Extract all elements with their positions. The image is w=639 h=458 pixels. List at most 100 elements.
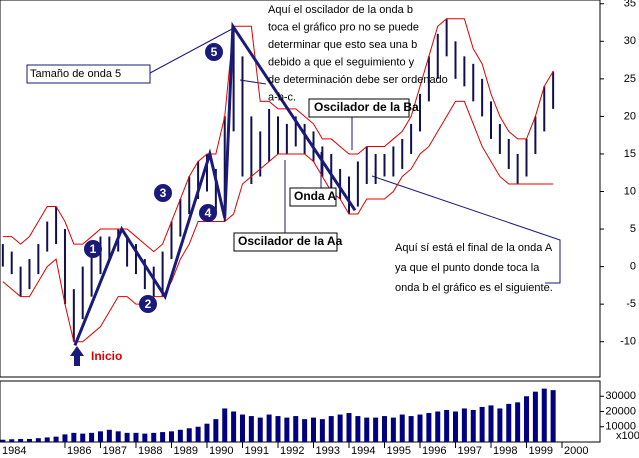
wave-line [73, 21, 357, 347]
x-tick-label: 1999 [529, 445, 553, 457]
annotation: Aquí sí está el final de la onda A [395, 242, 553, 254]
volume-bar [44, 437, 50, 442]
volume-unit: x100 [616, 430, 639, 442]
volume-bar [222, 408, 228, 442]
volume-bar [168, 431, 174, 442]
x-tick-label: 1987 [102, 445, 126, 457]
wave-marker [84, 240, 102, 258]
x-tick-label: 1994 [351, 445, 375, 457]
volume-bar [0, 439, 6, 442]
y-tick-label: 10000 [605, 421, 636, 433]
leader [371, 175, 561, 284]
leader [149, 28, 233, 74]
volume-bar [453, 411, 459, 442]
y-tick-label: 10 [624, 185, 636, 197]
volume-bar [248, 416, 254, 442]
y-tick-label: 0 [630, 261, 636, 273]
volume-bar [461, 408, 467, 442]
volume-bar [319, 419, 325, 442]
volume-bar [231, 411, 237, 442]
price-frame [0, 0, 601, 378]
volume-bar [328, 416, 334, 442]
x-tick-label: 1988 [138, 445, 162, 457]
volume-bar [426, 413, 432, 442]
annotation: ya que el punto donde toca la [395, 262, 540, 274]
x-tick-label: 1997 [458, 445, 482, 457]
volume-bar [71, 432, 77, 442]
volume-bar [524, 396, 530, 442]
volume-bar [390, 417, 396, 442]
annotation: debido a que el seguimiento y [268, 56, 415, 68]
volume-bar [364, 417, 370, 442]
annotation-box [308, 98, 410, 118]
wave-number: 2 [145, 297, 152, 311]
y-tick-label: 15 [624, 148, 636, 160]
volume-bar [399, 414, 405, 442]
annotation: Aquí el oscilador de la onda b [268, 4, 413, 16]
y-tick-label: 25 [624, 73, 636, 85]
volume-bar [479, 406, 485, 442]
arrow [70, 346, 84, 366]
x-tick-label: 1996 [422, 445, 446, 457]
y-tick-label: 20 [624, 110, 636, 122]
volume-bar [444, 409, 450, 442]
y-tick-label: 35 [624, 0, 636, 10]
annotation-box [289, 187, 337, 207]
wave-marker [199, 204, 217, 222]
x-tick-label: 1992 [280, 445, 304, 457]
annotation-box [26, 64, 151, 84]
volume-bar [106, 429, 112, 442]
volume-bar [488, 405, 494, 442]
wave-number: 4 [205, 206, 212, 220]
wave-number: 5 [211, 45, 218, 59]
volume-bar [541, 388, 547, 442]
volume-bar [9, 439, 15, 442]
start-arrow [70, 346, 84, 366]
band-line [2, 18, 554, 253]
volume-bar [470, 409, 476, 442]
annotation: determinar que esto sea una b [268, 39, 417, 51]
annotation: Tamaño de onda 5 [30, 68, 121, 80]
volume-bar [80, 433, 86, 442]
wave-number: 1 [90, 242, 97, 256]
y-tick-label: 30 [624, 35, 636, 47]
volume-bar [435, 411, 441, 442]
volume-bar [284, 417, 290, 442]
annotation: a-b-c. [268, 91, 296, 103]
volume-bar [97, 431, 103, 442]
x-tick-label: 1998 [493, 445, 517, 457]
y-tick-label: 5 [630, 223, 636, 235]
volume-bar [257, 417, 263, 442]
wave-marker [139, 295, 157, 313]
volume-bar [381, 416, 387, 442]
volume-bar [302, 419, 308, 442]
y-tick-label: 20000 [605, 405, 636, 417]
volume-bar [346, 413, 352, 442]
volume-bar [35, 438, 41, 442]
x-tick-label: 1993 [315, 445, 339, 457]
x-tick-label: 1990 [209, 445, 233, 457]
volume-bar [115, 431, 121, 442]
leader [239, 79, 267, 85]
volume-bar [293, 416, 299, 442]
volume-bar [417, 414, 423, 442]
volume-bar [160, 432, 166, 442]
x-tick-label: 1989 [173, 445, 197, 457]
volume-bar [204, 423, 210, 442]
volume-bar [550, 390, 556, 442]
volume-bar [89, 432, 95, 442]
volume-bar [239, 414, 245, 442]
volume-bar [506, 403, 512, 442]
volume-bar [310, 417, 316, 442]
annotation: Onda A [294, 189, 337, 203]
volume-bar [355, 416, 361, 442]
volume-bar [142, 433, 148, 442]
volume-bar [373, 417, 379, 442]
annotation: de determinación debe ser ordenado [268, 74, 448, 86]
annotation: onda b el gráfico es el siguiente. [395, 282, 553, 294]
annotation: Oscilador de la Ba [314, 100, 419, 114]
y-tick-label: -5 [626, 298, 636, 310]
volume-bar [124, 432, 130, 442]
volume-bar [177, 429, 183, 442]
volume-bar [195, 426, 201, 442]
